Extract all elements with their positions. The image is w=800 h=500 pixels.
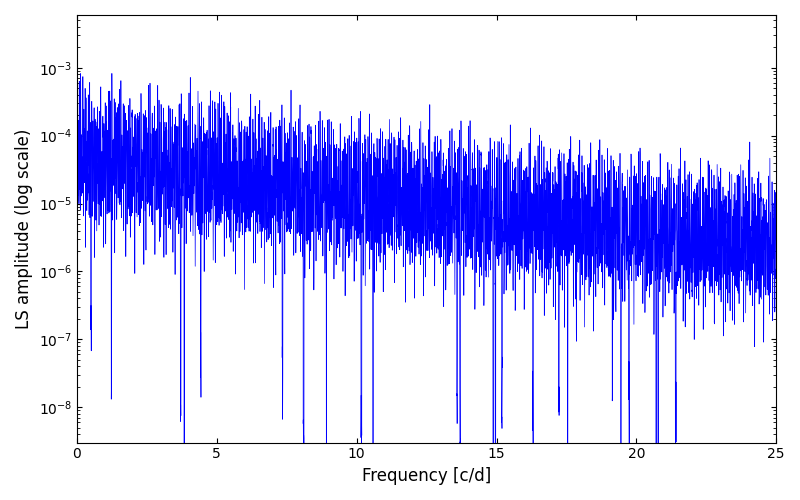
Y-axis label: LS amplitude (log scale): LS amplitude (log scale): [15, 128, 33, 329]
X-axis label: Frequency [c/d]: Frequency [c/d]: [362, 467, 491, 485]
